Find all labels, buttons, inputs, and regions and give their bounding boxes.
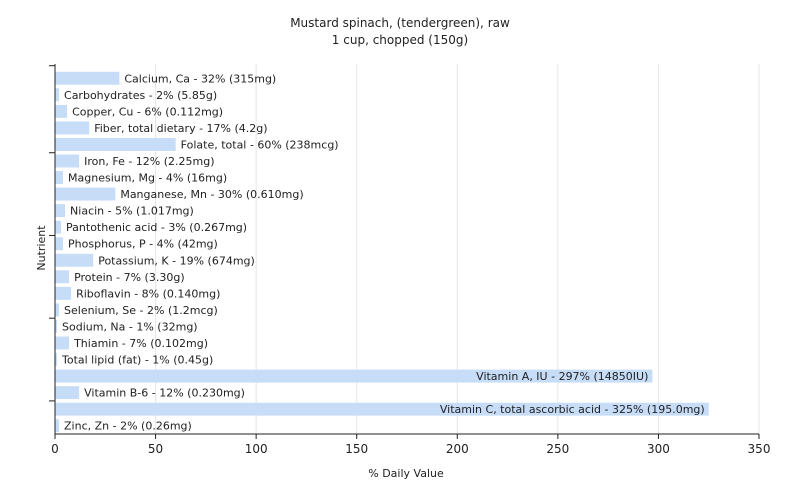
bar <box>55 270 70 284</box>
x-axis-label: % Daily Value <box>368 467 444 480</box>
bar-label: Phosphorus, P - 4% (42mg) <box>68 238 218 251</box>
bar-label: Copper, Cu - 6% (0.112mg) <box>72 105 223 118</box>
chart-title: Mustard spinach, (tendergreen), raw <box>290 16 510 30</box>
bar-label: Manganese, Mn - 30% (0.610mg) <box>120 188 303 201</box>
bar-label: Iron, Fe - 12% (2.25mg) <box>84 155 214 168</box>
bar-label: Total lipid (fat) - 1% (0.45g) <box>61 354 213 367</box>
x-tick-label: 250 <box>546 442 569 456</box>
bar-label: Zinc, Zn - 2% (0.26mg) <box>64 420 192 433</box>
x-tick-label: 300 <box>647 442 670 456</box>
x-tick-label: 100 <box>245 442 268 456</box>
bar <box>55 171 64 184</box>
bar <box>55 220 62 234</box>
bar-label: Protein - 7% (3.30g) <box>74 271 185 284</box>
bars-group: Calcium, Ca - 32% (315mg) Carbohydrates -… <box>55 71 709 433</box>
bar-label: Pantothenic acid - 3% (0.267mg) <box>66 221 247 234</box>
bar-label: Folate, total - 60% (238mcg) <box>181 138 339 151</box>
bar-label: Fiber, total dietary - 17% (4.2g) <box>94 122 267 135</box>
bar-label: Selenium, Se - 2% (1.2mcg) <box>64 304 218 317</box>
bar-label: Calcium, Ca - 32% (315mg) <box>124 72 276 85</box>
x-tick-label: 150 <box>345 442 368 456</box>
bar <box>55 104 68 118</box>
bar <box>55 138 176 151</box>
x-tick-label: 200 <box>446 442 469 456</box>
bar <box>55 320 58 333</box>
bar <box>55 369 653 383</box>
x-tick-label: 350 <box>748 442 771 456</box>
bar <box>55 336 70 350</box>
bar-label: Vitamin A, IU - 297% (14850IU) <box>476 370 648 383</box>
bar <box>55 386 80 400</box>
bar <box>55 121 90 135</box>
bar <box>55 286 72 300</box>
grid-lines <box>155 64 760 434</box>
bar <box>55 402 709 416</box>
bar-label: Magnesium, Mg - 4% (16mg) <box>68 172 227 185</box>
bar <box>55 154 80 168</box>
bar-label: Carbohydrates - 2% (5.85g) <box>64 89 217 102</box>
bar <box>55 253 94 267</box>
bar-label: Thiamin - 7% (0.102mg) <box>73 337 208 350</box>
bar-label: Vitamin B-6 - 12% (0.230mg) <box>84 387 245 400</box>
x-tick-label: 0 <box>51 442 59 456</box>
bar-label: Riboflavin - 8% (0.140mg) <box>76 287 220 300</box>
bar-label: Niacin - 5% (1.017mg) <box>70 205 194 218</box>
bar-label: Sodium, Na - 1% (32mg) <box>62 320 198 333</box>
chart-subtitle: 1 cup, chopped (150g) <box>332 33 468 47</box>
axes-group: 0 50 100 150 200 250 300 350 <box>49 64 770 456</box>
bar-label: Potassium, K - 19% (674mg) <box>98 254 255 267</box>
bar-label: Vitamin C, total ascorbic acid - 325% (1… <box>440 403 705 416</box>
bar <box>55 204 66 218</box>
bar <box>55 353 58 366</box>
bar <box>55 71 120 85</box>
x-tick-label: 50 <box>148 442 163 456</box>
y-axis-label: Nutrient <box>35 225 48 271</box>
bar <box>55 303 60 317</box>
bar <box>55 187 116 201</box>
bar <box>55 88 60 102</box>
bar <box>55 419 60 433</box>
bar <box>55 237 64 251</box>
